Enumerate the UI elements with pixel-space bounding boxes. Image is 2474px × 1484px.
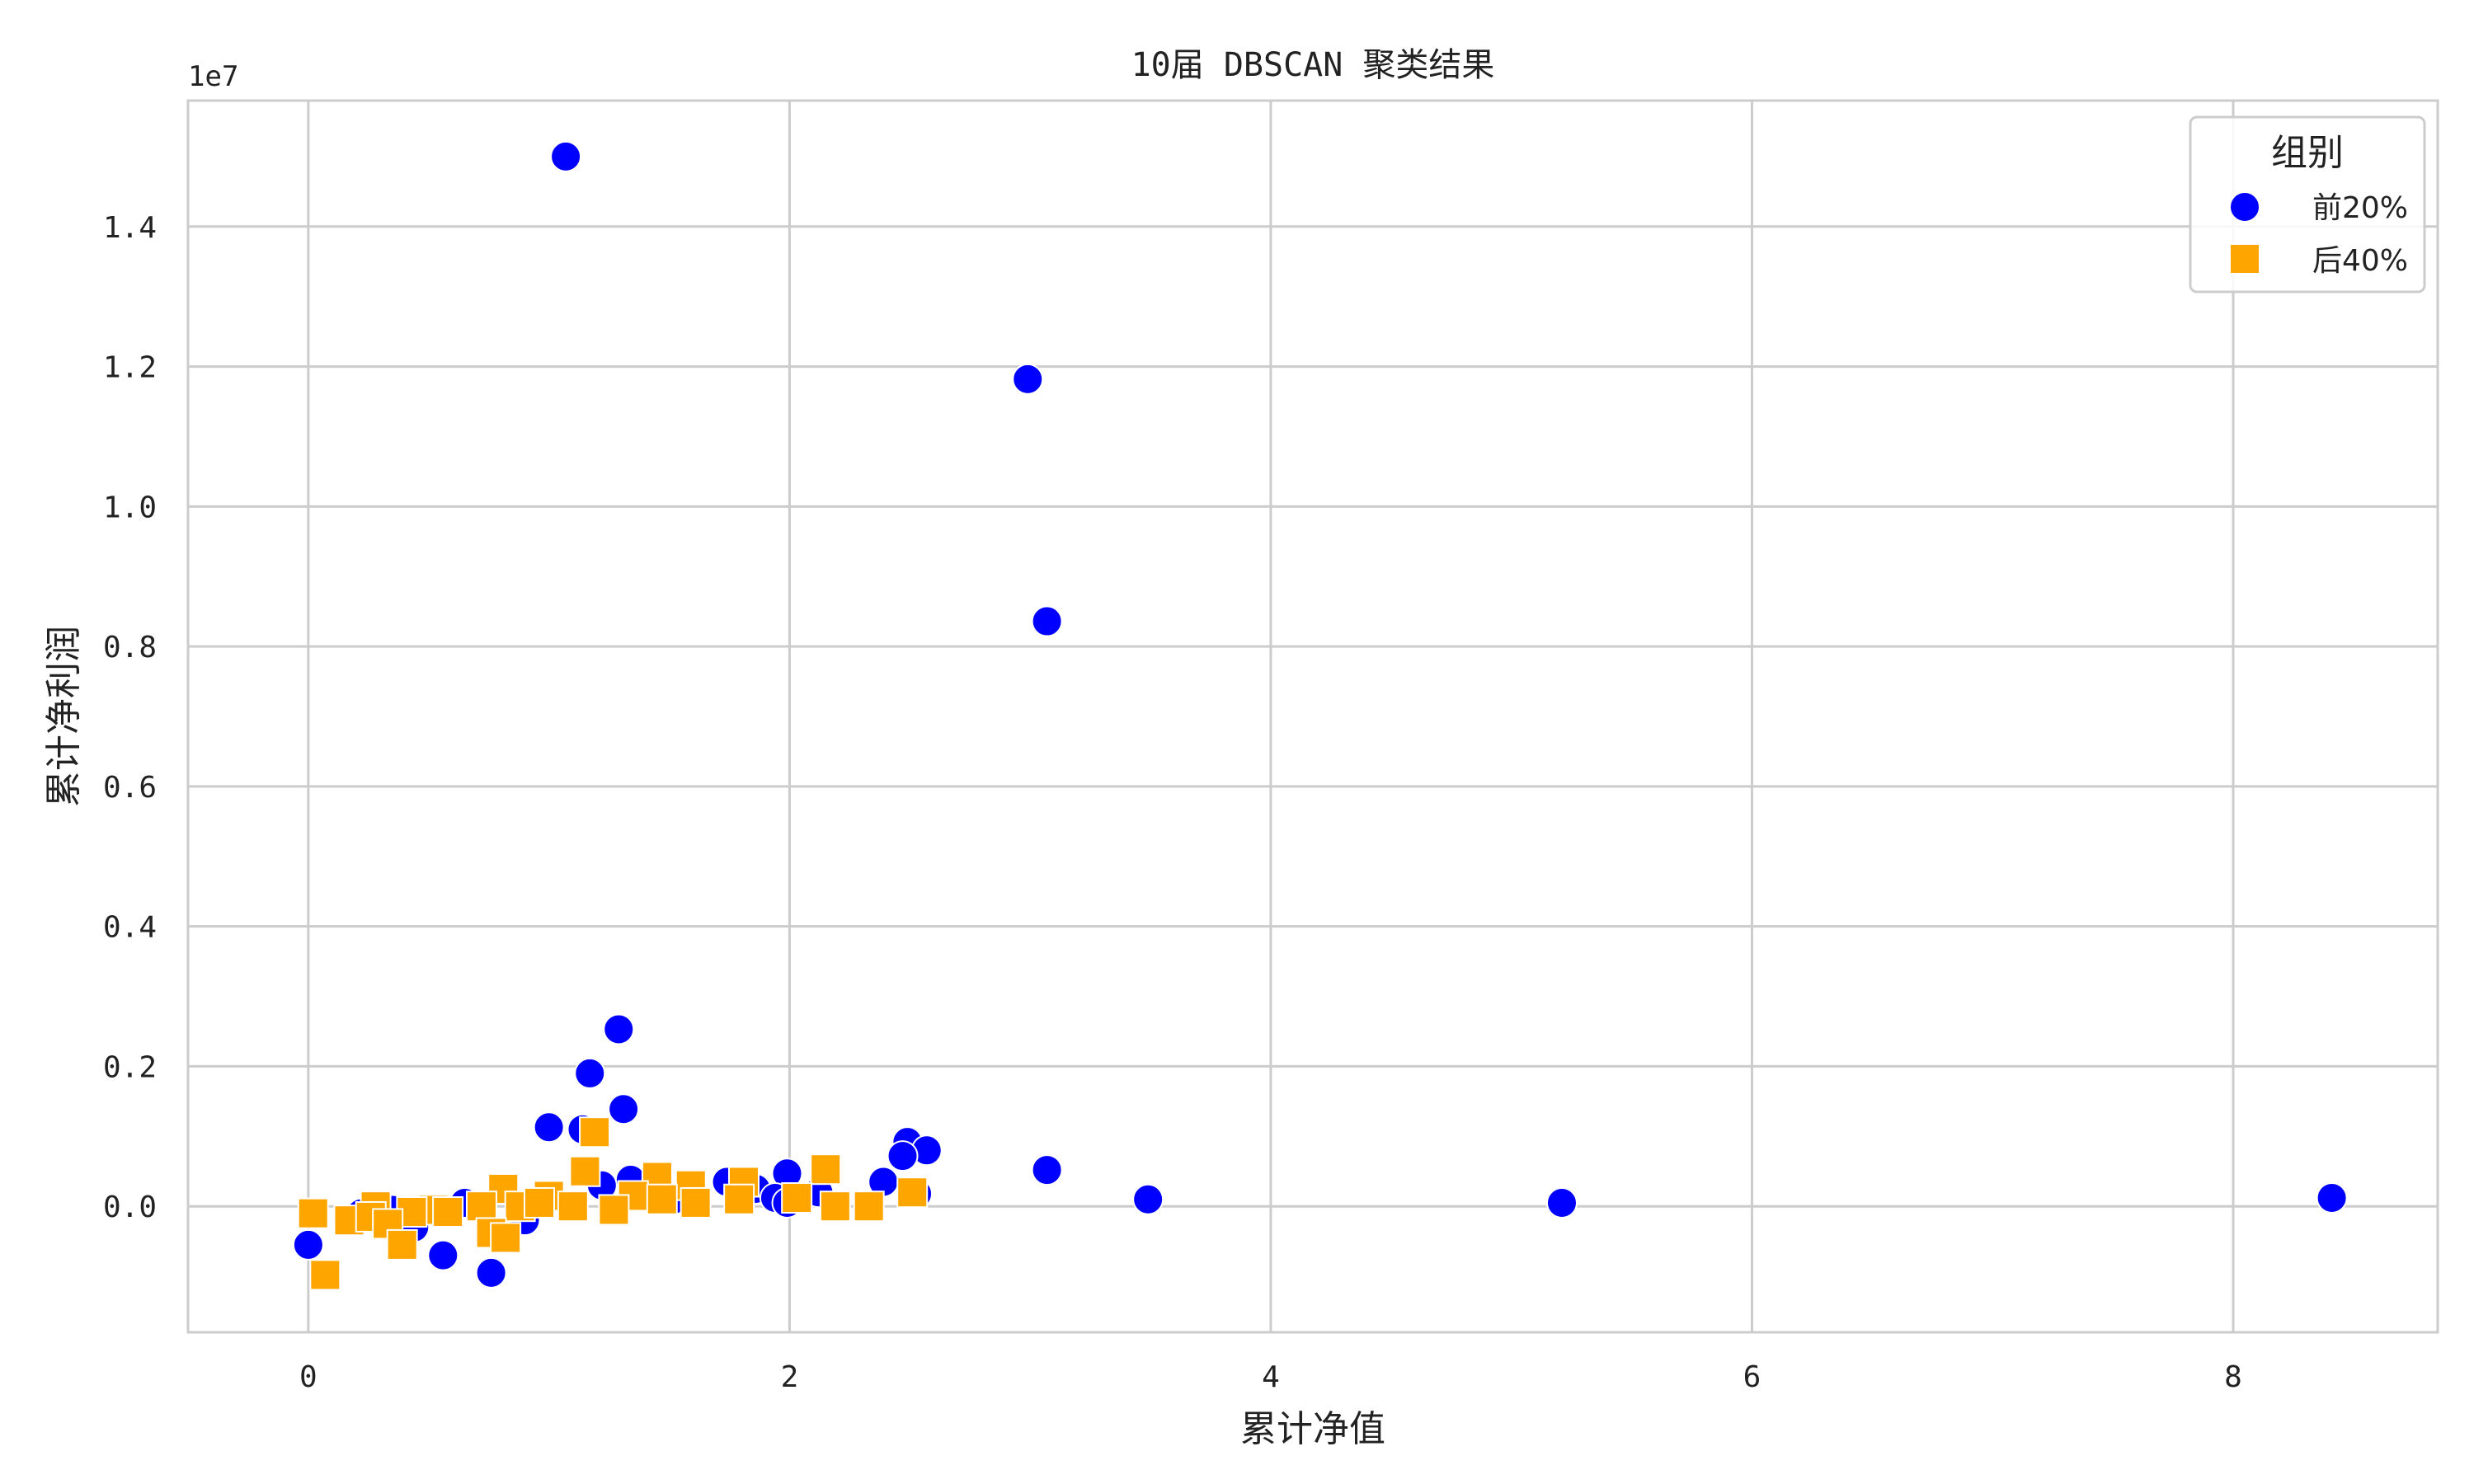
x-axis-label: 累计净值	[1240, 1408, 1385, 1450]
data-point-bottom40	[523, 1186, 555, 1219]
y-axis-label: 累计净利润	[43, 626, 85, 807]
x-tick-label: 8	[2224, 1360, 2242, 1394]
data-point-bottom40	[569, 1155, 601, 1187]
data-point-top20	[1031, 605, 1063, 637]
data-point-bottom40	[680, 1186, 712, 1219]
legend-marker-square	[2229, 243, 2260, 275]
data-point-top20	[574, 1057, 606, 1089]
data-point-top20	[427, 1239, 459, 1271]
data-point-top20	[475, 1256, 507, 1289]
data-point-top20	[1012, 363, 1044, 395]
data-point-bottom40	[557, 1190, 589, 1223]
data-point-bottom40	[432, 1195, 464, 1228]
data-point-bottom40	[853, 1190, 885, 1223]
data-point-top20	[533, 1111, 565, 1144]
y-tick-label: 0.0	[103, 1190, 157, 1224]
data-point-bottom40	[723, 1183, 755, 1215]
data-point-top20	[1545, 1186, 1578, 1219]
data-point-bottom40	[646, 1183, 678, 1215]
legend-label-top20: 前20%	[2312, 191, 2408, 225]
data-point-bottom40	[309, 1259, 341, 1291]
legend-title: 组别	[2271, 132, 2344, 174]
y-tick-label: 0.4	[103, 911, 157, 945]
data-point-bottom40	[896, 1176, 929, 1209]
y-tick-label: 0.2	[103, 1050, 157, 1084]
legend-marker-circle	[2229, 191, 2260, 223]
grid-lines	[188, 101, 2438, 1332]
data-points	[292, 140, 2348, 1291]
data-point-bottom40	[781, 1182, 813, 1214]
y-tick-label: 1.2	[103, 351, 157, 385]
data-point-top20	[550, 140, 582, 172]
data-point-bottom40	[819, 1190, 851, 1223]
data-point-top20	[2316, 1182, 2348, 1214]
data-point-top20	[1031, 1154, 1063, 1186]
y-tick-labels: 0.0 0.2 0.4 0.6 0.8 1.0 1.2 1.4	[103, 211, 157, 1224]
data-point-top20	[292, 1228, 324, 1261]
x-tick-label: 4	[1262, 1360, 1280, 1394]
plot-frame	[186, 99, 2439, 1334]
data-point-bottom40	[465, 1190, 497, 1223]
y-tick-label: 0.6	[103, 771, 157, 805]
data-point-bottom40	[490, 1222, 522, 1254]
y-tick-label: 0.8	[103, 631, 157, 665]
legend-label-bottom40: 后40%	[2312, 244, 2408, 278]
legend: 组别 前20% 后40%	[2189, 115, 2426, 294]
data-point-top20	[887, 1140, 919, 1172]
y-tick-label: 1.4	[103, 211, 157, 245]
data-point-top20	[1132, 1183, 1164, 1215]
x-tick-labels: 0 2 4 6 8	[299, 1360, 2242, 1394]
data-point-bottom40	[810, 1153, 842, 1186]
data-point-bottom40	[297, 1197, 329, 1229]
data-point-bottom40	[386, 1228, 418, 1261]
data-point-top20	[608, 1093, 640, 1125]
y-tick-label: 1.0	[103, 491, 157, 524]
data-point-bottom40	[579, 1116, 611, 1148]
x-tick-label: 2	[781, 1360, 799, 1394]
data-point-bottom40	[598, 1194, 630, 1226]
plot-area	[188, 101, 2438, 1332]
data-point-top20	[603, 1013, 635, 1045]
chart-title: 10届 DBSCAN 聚类结果	[1131, 46, 1495, 84]
x-tick-label: 0	[299, 1360, 317, 1394]
x-tick-label: 6	[1743, 1360, 1761, 1394]
y-offset-label: 1e7	[188, 60, 238, 93]
